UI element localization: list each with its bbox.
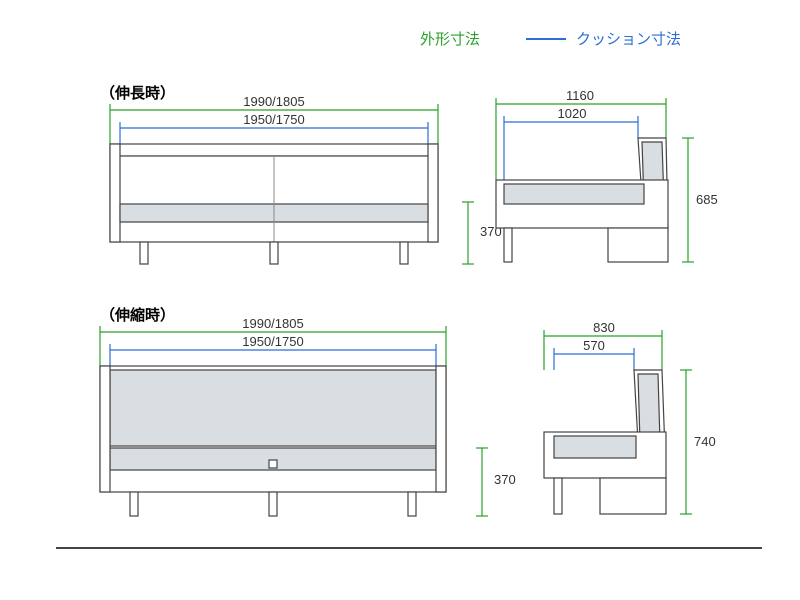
legend-cushion: クッション寸法 <box>526 28 681 49</box>
contracted-front-view: 1990/1805 1950/1750 <box>86 308 466 528</box>
ext-front-cushion-width: 1950/1750 <box>243 112 304 127</box>
legend: 外形寸法 クッション寸法 <box>370 28 681 49</box>
legend-cushion-line <box>526 38 566 40</box>
con-front-seat-height: 370 <box>494 472 516 487</box>
ext-front-outer-width: 1990/1805 <box>243 94 304 109</box>
ext-side-height: 685 <box>696 192 718 207</box>
con-side-depth-cushion: 570 <box>583 338 605 353</box>
con-side-height: 740 <box>694 434 716 449</box>
con-side-depth-outer: 830 <box>593 320 615 335</box>
legend-cushion-label: クッション寸法 <box>576 28 681 49</box>
contracted-side-view: 830 570 740 <box>530 312 740 522</box>
extended-side-view: 1160 1020 685 <box>490 80 740 280</box>
ext-side-depth-outer: 1160 <box>566 88 594 103</box>
legend-external-label: 外形寸法 <box>420 28 480 49</box>
baseline <box>56 546 762 550</box>
contracted-front-height-dim: 370 <box>458 440 518 524</box>
con-front-outer-width: 1990/1805 <box>242 316 303 331</box>
con-front-cushion-width: 1950/1750 <box>242 334 303 349</box>
diagram-canvas: 外形寸法 クッション寸法 （伸長時） （伸縮時） 1990/1805 1950/… <box>0 0 800 600</box>
ext-side-depth-cushion: 1020 <box>558 106 587 121</box>
extended-front-view: 1990/1805 1950/1750 <box>98 86 458 276</box>
legend-external: 外形寸法 <box>370 28 480 49</box>
legend-external-line <box>370 38 410 40</box>
